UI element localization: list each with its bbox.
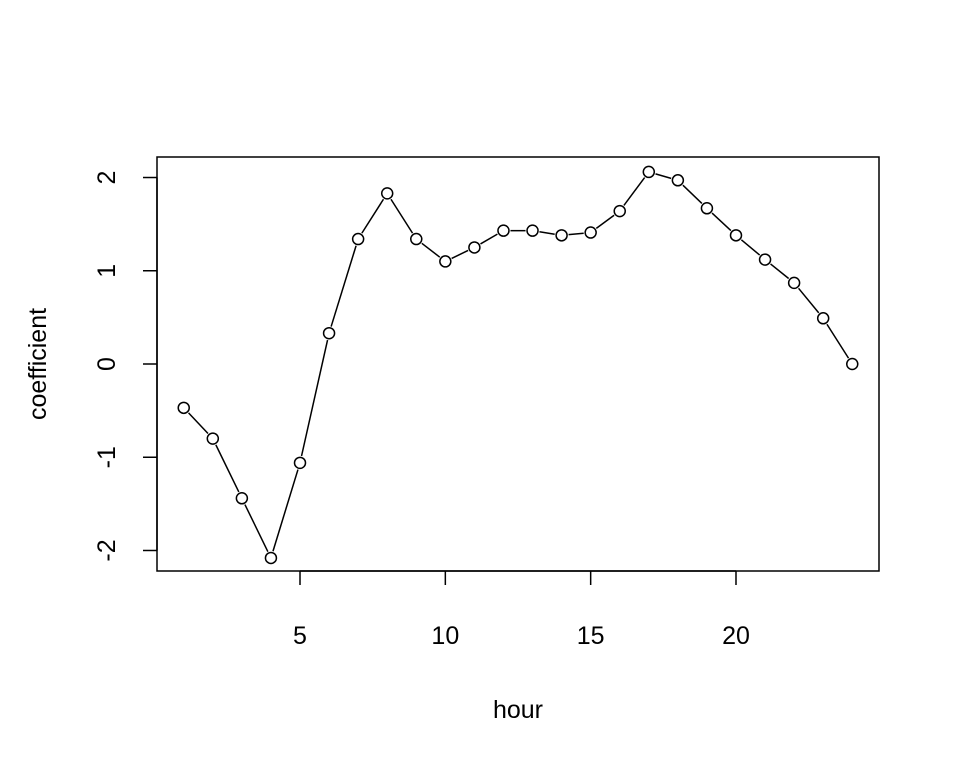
data-point — [468, 241, 481, 254]
data-point — [410, 232, 423, 246]
series-line-segment — [244, 504, 269, 552]
data-point — [613, 204, 626, 218]
series-line-segment — [480, 233, 498, 245]
series-line-segment — [330, 245, 357, 327]
series-line-segment — [682, 184, 703, 204]
series-line-segment — [623, 177, 646, 206]
data-point — [177, 401, 190, 415]
series-line-segment — [188, 412, 209, 435]
data-point — [846, 357, 859, 371]
series-line-segment — [539, 231, 555, 235]
data-point — [526, 224, 539, 237]
data-point — [555, 229, 568, 242]
x-axis-title: hour — [493, 696, 543, 724]
x-tick-label: 15 — [577, 622, 605, 650]
y-axis-title: coefficient — [24, 308, 52, 420]
y-tick-label: 0 — [93, 357, 121, 371]
series-line-segment — [568, 232, 584, 236]
data-point — [235, 492, 249, 505]
x-axis: 5 10 15 20 — [293, 570, 750, 650]
series-line-segment — [797, 287, 820, 314]
x-tick-label: 5 — [293, 622, 307, 650]
data-point — [758, 253, 772, 266]
data-point — [293, 456, 307, 470]
data-point — [497, 224, 510, 237]
data-point — [206, 432, 220, 445]
data-point — [642, 165, 656, 179]
data-point — [264, 551, 278, 565]
series-line-segment — [215, 444, 240, 493]
x-tick-label: 20 — [722, 622, 750, 650]
y-tick-label: -1 — [93, 446, 121, 468]
data-point — [816, 312, 830, 325]
series-line-segment — [595, 214, 615, 229]
data-point — [584, 226, 597, 239]
data-point — [787, 276, 801, 290]
y-axis: -2 -1 0 1 2 — [93, 171, 158, 562]
series-line-segment — [421, 242, 441, 258]
series-line-segment — [390, 198, 414, 234]
plot-frame — [156, 156, 880, 572]
series-line-segment — [770, 263, 790, 280]
series-line-segment — [826, 323, 850, 359]
data-point — [671, 174, 685, 187]
y-tick-label: 2 — [93, 171, 121, 185]
series-line-segment — [740, 239, 761, 256]
series-line-segment — [361, 198, 385, 234]
series-layer — [177, 165, 859, 565]
series-line-segment — [451, 249, 469, 260]
data-point — [322, 326, 336, 340]
data-point — [351, 232, 365, 246]
data-point — [729, 229, 743, 242]
series-line-segment — [711, 212, 732, 232]
y-tick-label: 1 — [93, 264, 121, 278]
data-point — [439, 255, 452, 268]
series-line-segment — [655, 173, 672, 180]
series-line-segment — [300, 339, 329, 457]
series-line-segment — [272, 469, 299, 552]
data-point — [700, 202, 714, 215]
data-point — [380, 187, 394, 200]
x-tick-label: 10 — [431, 622, 459, 650]
y-tick-label: -2 — [93, 539, 121, 561]
